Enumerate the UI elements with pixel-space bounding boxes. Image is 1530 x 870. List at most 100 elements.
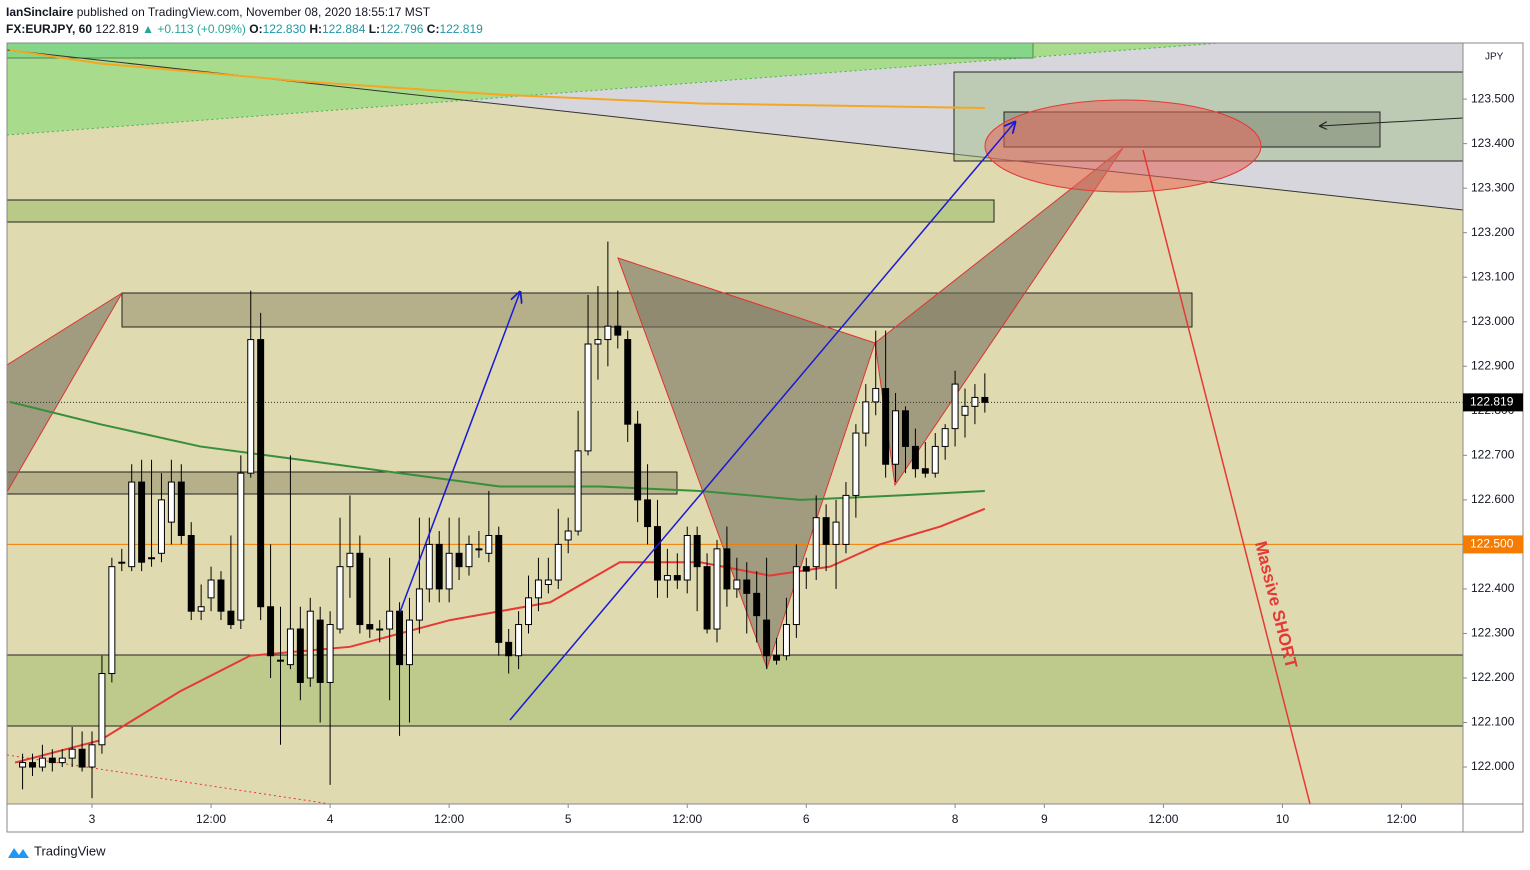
price-tag-label: 122.819 [1470,395,1514,409]
y-tick-label: 122.600 [1471,492,1515,506]
x-tick-label: 12:00 [434,812,464,826]
candle-body [148,557,156,560]
candle-body [58,757,66,764]
x-tick-label: 12:00 [196,812,226,826]
candle-body [316,619,324,683]
candle-body [842,494,850,545]
candle-body [435,543,443,590]
header: IanSinclaire published on TradingView.co… [6,4,483,38]
candle-body [872,388,880,403]
candle-body [604,325,612,341]
ohlc-name: C: [426,22,440,36]
candle-body [267,606,275,657]
candle-body [723,548,731,590]
candle-body [356,552,364,626]
candle-body [862,401,870,434]
candle-body [733,579,741,590]
candle-body [703,566,711,630]
price-tag [1463,393,1523,412]
candle-body [911,445,919,470]
candle-body [743,579,751,594]
change-arrow: ▲ [142,22,155,36]
change-pct: (+0.09%) [196,22,246,36]
candle-body [445,552,453,590]
zone [7,199,995,223]
candle-body [19,762,27,768]
candle-body [118,561,126,564]
candle-body [138,481,146,563]
zone [7,43,1220,135]
candle-body [594,339,602,345]
frame [6,42,1524,833]
x-tick-label: 12:00 [672,812,702,826]
zone [7,654,1463,727]
candle-body [247,339,255,474]
candle-body [346,552,354,568]
candle-body [237,472,245,621]
candle-body [217,579,225,612]
legend-line: FX:EURJPY, 60 122.819 ▲ +0.113 (+0.09%) … [6,21,483,38]
candle-body [505,641,513,657]
candle-body [832,521,840,545]
x-tick-label: 5 [565,812,572,826]
candle-body [177,481,185,536]
candle-body [584,343,592,452]
ohlc-value: 122.830 [262,22,306,36]
candle-body [961,405,969,416]
candle-body [693,534,701,568]
price-tag-label: 122.500 [1470,537,1514,551]
ohlc-name: H: [309,22,322,36]
publish-line: IanSinclaire published on TradingView.co… [6,4,483,21]
candle-body [515,624,523,657]
candle-body [773,655,780,661]
last: 122.819 [95,22,139,36]
moving-average [9,400,985,501]
y-tick-label: 123.100 [1471,269,1515,283]
logo [8,848,29,858]
candle-body [554,543,562,581]
candle-body [782,624,790,657]
x-tick-label: 12:00 [1148,812,1178,826]
zone [7,43,1034,59]
candle-body [614,325,622,336]
x-tick-label: 12:00 [1386,812,1416,826]
candle-body [812,517,820,568]
candle-body [48,757,56,764]
candle-body [624,339,632,425]
y-tick-label: 122.900 [1471,358,1515,372]
candle-body [296,628,304,683]
change: +0.113 [157,22,194,36]
candle-body [931,445,939,474]
candle-body [396,610,404,666]
plot [7,49,1463,799]
currency: JPY [1485,52,1504,63]
y-tick-label: 123.300 [1471,180,1515,194]
candle-body [525,597,532,626]
axes: 122.000 122.100 122.200 122.300 122.400 122.5… [89,91,1523,826]
candle-body [366,624,374,630]
candle-body [197,606,205,612]
candle-body [882,388,890,465]
candle-body [902,410,909,447]
candle-body [187,534,195,612]
candle-body [326,624,334,683]
candle-body [277,659,284,662]
candle-body [822,517,830,545]
arrow [509,122,1015,721]
y-tick-label: 122.100 [1471,715,1515,729]
candle-body [286,628,294,666]
candle-body [971,396,979,407]
candle-body [792,566,800,626]
y-tick-label: 122.200 [1471,670,1515,684]
y-tick-label: 123.000 [1471,314,1515,328]
candle-body [376,628,384,631]
candle-body [544,579,552,585]
candle-body [941,428,949,447]
moving-average [14,507,986,764]
arrow [1320,117,1463,126]
candle-body [207,579,215,599]
candle-body [38,757,46,768]
candle-body [683,534,691,581]
